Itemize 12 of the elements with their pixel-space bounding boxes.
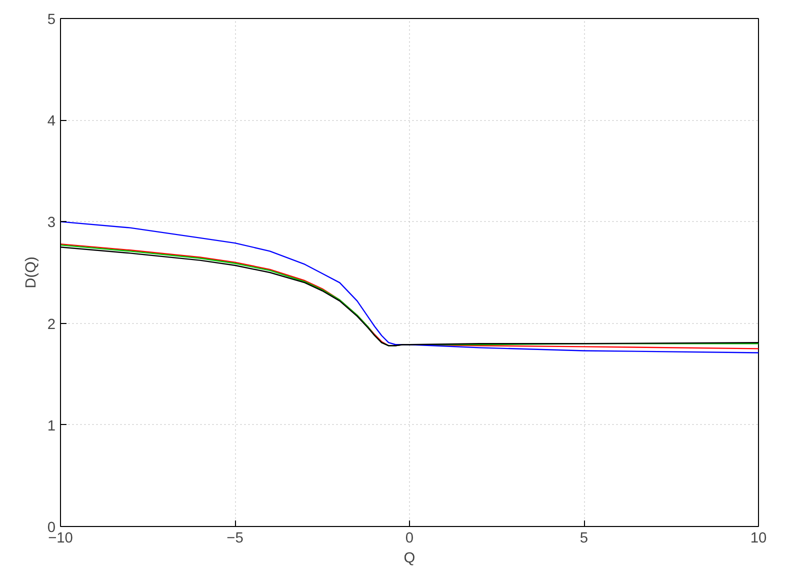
x-tick-label: 5 xyxy=(580,530,588,546)
y-tick-label: 3 xyxy=(47,215,56,232)
x-tick-label: 10 xyxy=(750,530,767,546)
y-tick-label: 1 xyxy=(47,418,56,434)
x-tick-label: −5 xyxy=(226,530,244,546)
y-axis-title: D(Q) xyxy=(23,256,40,288)
y-tick-label: 4 xyxy=(47,114,56,130)
x-axis-title: Q xyxy=(404,550,416,566)
line-series xyxy=(60,221,758,354)
y-tick-label: 5 xyxy=(47,12,56,28)
y-tick-label: 2 xyxy=(47,316,56,333)
x-tick-label: 0 xyxy=(405,530,414,546)
